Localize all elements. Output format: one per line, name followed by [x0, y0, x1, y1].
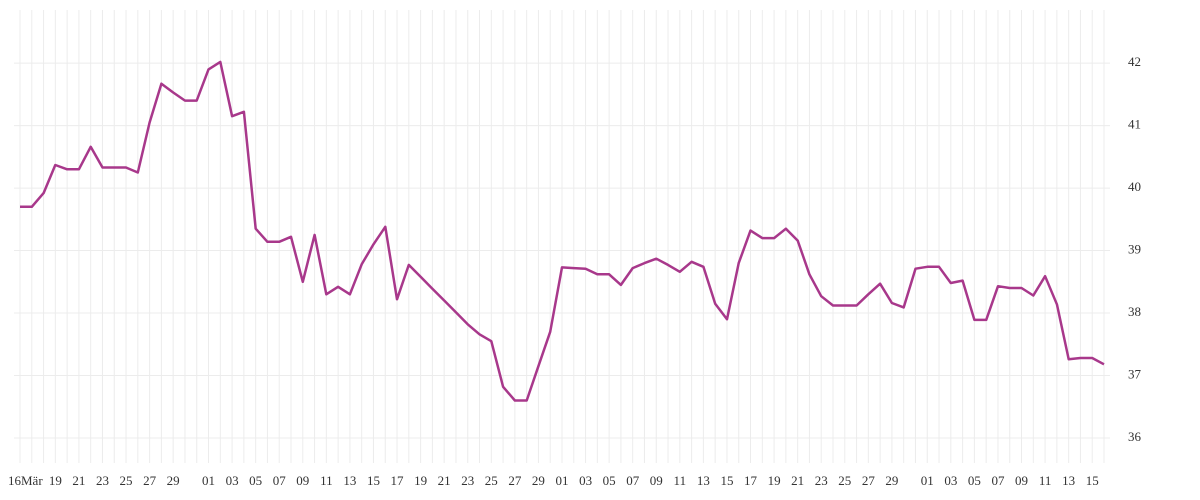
- x-tick-label: 09: [1015, 473, 1028, 488]
- x-tick-label: 05: [249, 473, 262, 488]
- y-tick-label: 37: [1128, 367, 1142, 382]
- x-tick-label: 29: [532, 473, 545, 488]
- y-tick-label: 40: [1128, 179, 1141, 194]
- x-tick-label: 21: [791, 473, 804, 488]
- y-tick-label: 36: [1128, 429, 1142, 444]
- x-tick-label: 19: [768, 473, 781, 488]
- x-tick-label: 17: [744, 473, 758, 488]
- x-tick-label: 11: [320, 473, 333, 488]
- x-tick-label: 09: [296, 473, 309, 488]
- y-tick-label: 39: [1128, 242, 1141, 257]
- x-tick-label: 23: [96, 473, 109, 488]
- x-tick-label: 01: [921, 473, 934, 488]
- x-tick-label: 05: [603, 473, 616, 488]
- x-tick-label: 19: [49, 473, 62, 488]
- x-tick-label: 15: [720, 473, 733, 488]
- x-tick-label: 25: [838, 473, 851, 488]
- x-tick-label: 07: [991, 473, 1005, 488]
- x-tick-label: 07: [626, 473, 640, 488]
- x-tick-label: 23: [461, 473, 474, 488]
- x-tick-label: 13: [697, 473, 710, 488]
- x-tick-label: 03: [944, 473, 957, 488]
- x-tick-label: 25: [485, 473, 498, 488]
- x-tick-label: 27: [862, 473, 876, 488]
- x-tick-label: 29: [885, 473, 898, 488]
- x-tick-label: 15: [367, 473, 380, 488]
- y-tick-label: 38: [1128, 304, 1141, 319]
- x-tick-label: 21: [438, 473, 451, 488]
- x-tick-label: 09: [650, 473, 663, 488]
- x-tick-label: 15: [1086, 473, 1099, 488]
- x-tick-label: 01: [202, 473, 215, 488]
- y-tick-label: 42: [1128, 54, 1141, 69]
- x-tick-label: 11: [674, 473, 687, 488]
- x-tick-label: 27: [143, 473, 157, 488]
- x-tick-label: 23: [815, 473, 828, 488]
- x-tick-label: 05: [968, 473, 981, 488]
- x-tick-label: 07: [273, 473, 287, 488]
- x-tick-label: 27: [508, 473, 522, 488]
- x-tick-label: 16Mär: [8, 473, 43, 488]
- x-tick-label: 13: [343, 473, 356, 488]
- x-tick-label: 13: [1062, 473, 1075, 488]
- data-line: [20, 60, 1105, 402]
- x-tick-label: 01: [556, 473, 569, 488]
- x-tick-label: 25: [120, 473, 133, 488]
- x-tick-label: 03: [226, 473, 239, 488]
- x-tick-label: 29: [167, 473, 180, 488]
- x-tick-label: 19: [414, 473, 427, 488]
- x-tick-label: 21: [72, 473, 85, 488]
- y-tick-label: 41: [1128, 117, 1141, 132]
- x-tick-label: 03: [579, 473, 592, 488]
- x-tick-label: 11: [1039, 473, 1052, 488]
- x-tick-label: 17: [391, 473, 405, 488]
